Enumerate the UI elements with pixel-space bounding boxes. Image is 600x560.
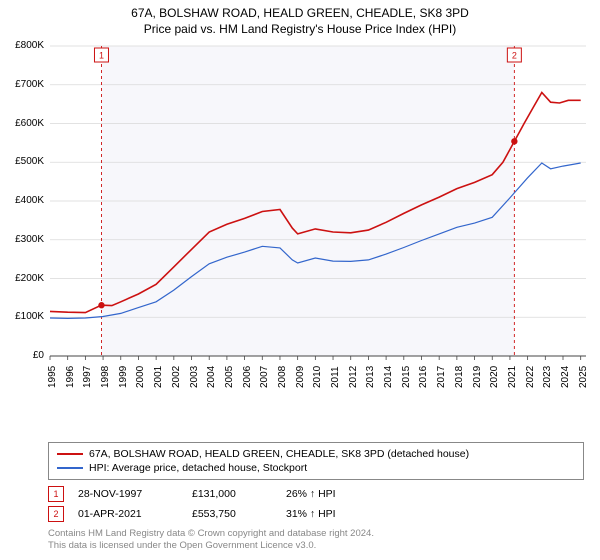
x-tick-label: 2006 (242, 358, 253, 388)
x-tick-label: 2013 (365, 358, 376, 388)
y-tick-label: £200K (4, 273, 44, 284)
x-tick-label: 2018 (454, 358, 465, 388)
marker-date: 28-NOV-1997 (78, 488, 178, 500)
x-tick-label: 2010 (312, 358, 323, 388)
marker-pct: 31% ↑ HPI (286, 508, 366, 520)
x-tick-label: 2001 (153, 358, 164, 388)
x-tick-label: 2005 (224, 358, 235, 388)
x-tick-label: 2011 (330, 358, 341, 388)
y-tick-label: £800K (4, 40, 44, 51)
x-tick-label: 1999 (118, 358, 129, 388)
y-tick-label: £500K (4, 156, 44, 167)
x-tick-label: 2003 (189, 358, 200, 388)
y-tick-label: £700K (4, 79, 44, 90)
x-tick-label: 2009 (295, 358, 306, 388)
sale-markers-table: 1 28-NOV-1997 £131,000 26% ↑ HPI 2 01-APR-202… (48, 484, 584, 524)
marker-price: £553,750 (192, 508, 272, 520)
legend-swatch (57, 467, 83, 469)
chart-area: 12 (48, 42, 588, 392)
svg-text:1: 1 (99, 51, 104, 61)
marker-number-box: 1 (48, 486, 64, 502)
x-tick-label: 2020 (489, 358, 500, 388)
sale-marker-row: 2 01-APR-2021 £553,750 31% ↑ HPI (48, 504, 584, 524)
marker-pct: 26% ↑ HPI (286, 488, 366, 500)
x-tick-label: 2002 (171, 358, 182, 388)
line-chart: 12 (48, 42, 588, 392)
x-tick-label: 2012 (348, 358, 359, 388)
marker-price: £131,000 (192, 488, 272, 500)
x-tick-label: 2021 (507, 358, 518, 388)
x-tick-label: 2007 (259, 358, 270, 388)
x-tick-label: 2004 (206, 358, 217, 388)
x-tick-label: 2016 (418, 358, 429, 388)
x-tick-label: 1997 (82, 358, 93, 388)
x-tick-label: 1998 (100, 358, 111, 388)
legend-item: 67A, BOLSHAW ROAD, HEALD GREEN, CHEADLE,… (57, 447, 575, 461)
legend-item: HPI: Average price, detached house, Stoc… (57, 461, 575, 475)
attribution-line-2: This data is licensed under the Open Gov… (48, 540, 584, 552)
x-tick-label: 2019 (472, 358, 483, 388)
x-tick-label: 2014 (383, 358, 394, 388)
x-tick-label: 1996 (65, 358, 76, 388)
title-line-2: Price paid vs. HM Land Registry's House … (0, 22, 600, 38)
marker-date: 01-APR-2021 (78, 508, 178, 520)
legend: 67A, BOLSHAW ROAD, HEALD GREEN, CHEADLE,… (48, 442, 584, 480)
x-tick-label: 2008 (277, 358, 288, 388)
x-tick-label: 1995 (47, 358, 58, 388)
x-tick-label: 2017 (436, 358, 447, 388)
x-tick-label: 2015 (401, 358, 412, 388)
x-tick-label: 2023 (542, 358, 553, 388)
legend-label: 67A, BOLSHAW ROAD, HEALD GREEN, CHEADLE,… (89, 448, 469, 460)
attribution-line-1: Contains HM Land Registry data © Crown c… (48, 528, 584, 540)
y-tick-label: £100K (4, 311, 44, 322)
y-tick-label: £0 (4, 350, 44, 361)
y-tick-label: £600K (4, 118, 44, 129)
svg-text:2: 2 (512, 51, 517, 61)
y-tick-label: £300K (4, 234, 44, 245)
title-line-1: 67A, BOLSHAW ROAD, HEALD GREEN, CHEADLE,… (0, 6, 600, 22)
y-tick-label: £400K (4, 195, 44, 206)
x-tick-label: 2022 (525, 358, 536, 388)
attribution: Contains HM Land Registry data © Crown c… (48, 528, 584, 552)
legend-label: HPI: Average price, detached house, Stoc… (89, 462, 307, 474)
x-tick-label: 2024 (560, 358, 571, 388)
chart-title: 67A, BOLSHAW ROAD, HEALD GREEN, CHEADLE,… (0, 0, 600, 37)
sale-marker-row: 1 28-NOV-1997 £131,000 26% ↑ HPI (48, 484, 584, 504)
x-tick-label: 2025 (578, 358, 589, 388)
marker-number-box: 2 (48, 506, 64, 522)
x-tick-label: 2000 (135, 358, 146, 388)
legend-swatch (57, 453, 83, 455)
